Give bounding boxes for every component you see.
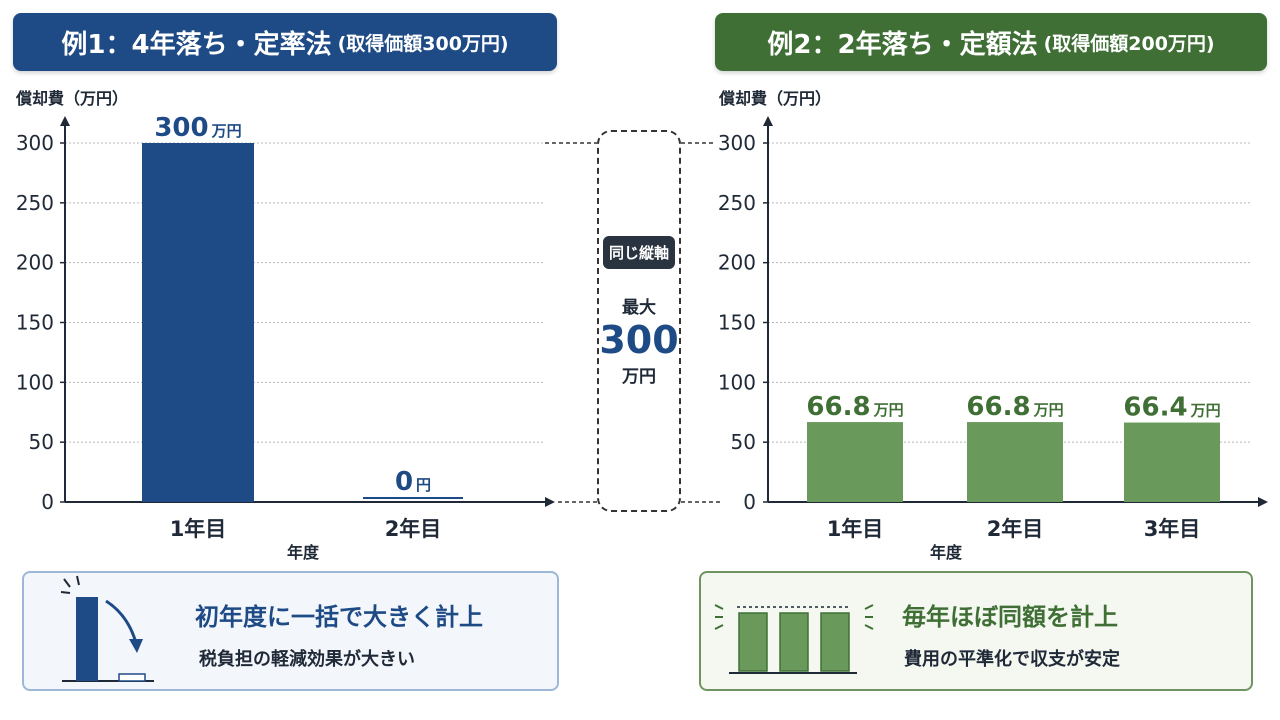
left-example-banner: 例1：4年落ち・定率法 (取得価額300万円) xyxy=(13,13,557,71)
left-y-axis-title: 償却費（万円） xyxy=(15,89,128,108)
right-y-tick-label: 0 xyxy=(743,490,756,514)
left-category-label: 1年目 xyxy=(170,517,227,541)
left-bar-value-label: 300 万円 xyxy=(154,113,241,143)
left-y-tick-label: 200 xyxy=(16,251,54,275)
right-card-description: 費用の平準化で収支が安定 xyxy=(904,649,1120,670)
right-y-tick-label: 150 xyxy=(718,311,756,335)
right-bar xyxy=(807,422,903,502)
right-bar-value-label: 66.8 万円 xyxy=(806,392,903,422)
right-y-tick-label: 50 xyxy=(731,430,756,454)
right-bar-value-label: 66.8 万円 xyxy=(966,392,1063,422)
left-banner-subtitle: (取得価額300万円) xyxy=(337,32,509,55)
right-summary-card: 毎年ほぼ同額を計上 費用の平準化で収支が安定 xyxy=(699,571,1253,691)
right-y-axis-arrow xyxy=(763,116,773,126)
left-y-tick-label: 250 xyxy=(16,191,54,215)
left-y-tick-label: 0 xyxy=(41,490,54,514)
left-card-title: 初年度に一括で大きく計上 xyxy=(195,603,483,631)
max-value: 300 xyxy=(599,318,679,362)
right-category-label: 2年目 xyxy=(987,517,1044,541)
left-y-tick-label: 50 xyxy=(29,430,54,454)
left-y-tick-label: 150 xyxy=(16,311,54,335)
right-banner-subtitle: (取得価額200万円) xyxy=(1043,32,1215,55)
right-y-axis-title: 償却費（万円） xyxy=(718,89,831,108)
falling-bar-icon xyxy=(60,575,154,682)
equal-bars-icon xyxy=(714,604,874,674)
right-y-tick-label: 250 xyxy=(718,191,756,215)
left-y-tick-label: 300 xyxy=(16,131,54,155)
left-banner-title: 例1：4年落ち・定率法 xyxy=(61,29,332,60)
right-bar xyxy=(1124,422,1220,502)
left-bar xyxy=(142,143,254,502)
right-x-axis-title: 年度 xyxy=(930,543,963,562)
left-y-tick-label: 100 xyxy=(16,370,54,394)
right-category-label: 3年目 xyxy=(1144,517,1201,541)
left-summary-card: 初年度に一括で大きく計上 税負担の軽減効果が大きい xyxy=(22,571,559,691)
right-y-tick-label: 200 xyxy=(718,251,756,275)
right-card-title: 毎年ほぼ同額を計上 xyxy=(902,603,1118,631)
same-axis-badge: 同じ縦軸 xyxy=(602,236,675,269)
right-banner-title: 例2：2年落ち・定額法 xyxy=(767,29,1038,60)
left-category-label: 2年目 xyxy=(385,517,442,541)
right-category-label: 1年目 xyxy=(827,517,884,541)
right-y-tick-label: 100 xyxy=(718,370,756,394)
left-y-axis-arrow xyxy=(60,116,70,126)
max-label: 最大 xyxy=(622,298,656,318)
right-y-tick-label: 300 xyxy=(718,131,756,155)
max-unit: 万円 xyxy=(622,367,656,387)
left-card-description: 税負担の軽減効果が大きい xyxy=(199,649,415,670)
left-x-axis-arrow xyxy=(545,497,555,507)
shared-axis-box: 同じ縦軸 最大 300 万円 xyxy=(597,130,681,512)
right-x-axis-arrow xyxy=(1258,497,1268,507)
left-x-axis-title: 年度 xyxy=(287,543,320,562)
right-example-banner: 例2：2年落ち・定額法 (取得価額200万円) xyxy=(715,13,1267,71)
right-bar xyxy=(967,422,1063,502)
right-bar-value-label: 66.4 万円 xyxy=(1123,393,1220,423)
